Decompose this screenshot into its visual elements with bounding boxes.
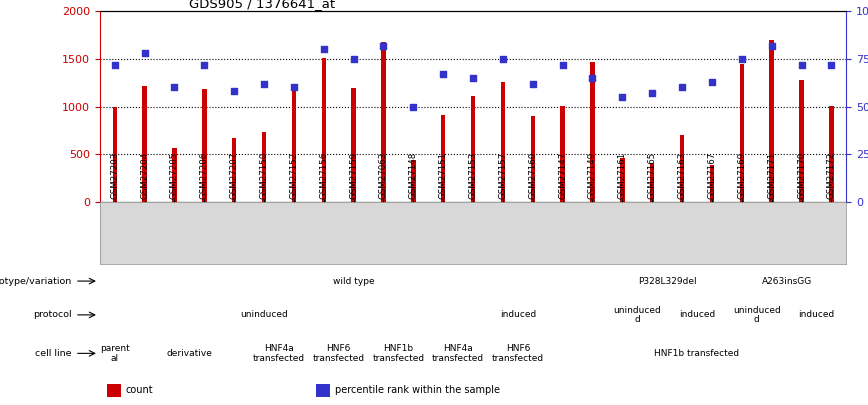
Bar [441,115,445,202]
Bar [799,80,804,202]
Text: induced: induced [500,310,536,320]
Point [794,62,808,68]
Text: HNF6
transfected: HNF6 transfected [492,344,544,363]
Text: A263insGG: A263insGG [761,277,812,286]
Bar [590,62,595,202]
Point [168,84,181,91]
Point [765,43,779,49]
Text: induced: induced [679,310,715,320]
Point [705,79,719,85]
Text: HNF6
transfected: HNF6 transfected [312,344,365,363]
Text: uninduced: uninduced [240,310,288,320]
Point [138,50,152,56]
Text: genotype/variation: genotype/variation [0,277,72,286]
Point [615,94,629,100]
Text: parent
al: parent al [100,344,129,363]
Text: induced: induced [799,310,834,320]
Point [675,84,689,91]
Bar [411,160,416,202]
Point [735,56,749,62]
Text: protocol: protocol [33,310,72,320]
Bar [501,82,505,202]
Point [108,62,122,68]
Point [526,81,540,87]
Bar [561,106,565,202]
Text: HNF4a
transfected: HNF4a transfected [432,344,484,363]
Text: HNF4a
transfected: HNF4a transfected [253,344,305,363]
Bar [530,116,535,202]
Bar [352,88,356,202]
Point [645,90,659,96]
Point [377,43,391,49]
Point [317,46,331,53]
Text: wild type: wild type [332,277,374,286]
Point [257,81,271,87]
Text: HNF1b transfected: HNF1b transfected [654,349,740,358]
Point [197,62,211,68]
Bar [142,85,147,202]
Bar [620,158,625,202]
Point [825,62,838,68]
Point [346,56,360,62]
Point [496,56,510,62]
Point [586,75,600,81]
Bar [108,384,121,397]
Text: GDS905 / 1376641_at: GDS905 / 1376641_at [189,0,336,10]
Text: percentile rank within the sample: percentile rank within the sample [335,385,500,395]
Text: uninduced
d: uninduced d [614,305,661,324]
Point [556,62,569,68]
Bar [470,96,476,202]
Bar [710,164,714,202]
Bar [769,40,774,202]
Text: cell line: cell line [36,349,72,358]
Bar [829,106,833,202]
Bar [113,107,117,202]
Bar [202,90,207,202]
Text: count: count [126,385,154,395]
Text: derivative: derivative [167,349,213,358]
Bar [321,58,326,202]
Bar [172,148,177,202]
Text: HNF1b
transfected: HNF1b transfected [372,344,424,363]
Bar [292,88,296,202]
Bar [740,64,744,202]
Point [406,103,420,110]
Point [437,71,450,77]
Bar [650,163,654,202]
Bar [680,135,684,202]
Bar [262,132,266,202]
Text: uninduced
d: uninduced d [733,305,780,324]
Text: P328L329del: P328L329del [638,277,696,286]
Bar [316,384,330,397]
Bar [232,138,236,202]
Point [466,75,480,81]
Point [287,84,301,91]
Bar [381,42,385,202]
Point [227,88,241,94]
